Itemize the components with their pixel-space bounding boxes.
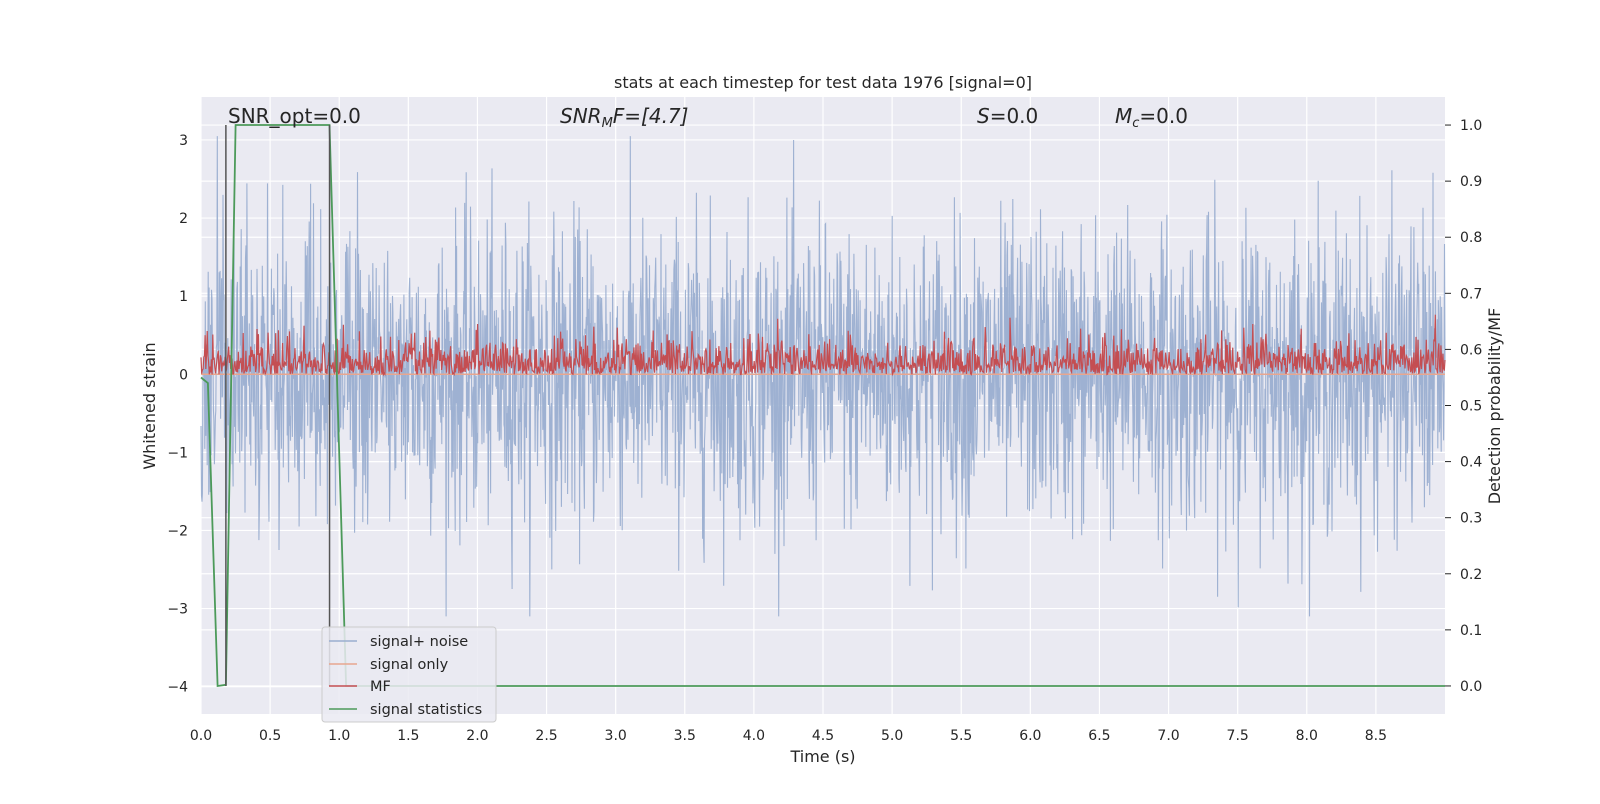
legend-box <box>321 626 497 723</box>
x-tick-label: 2.0 <box>466 728 488 744</box>
x-tick-label: 3.0 <box>605 728 627 744</box>
y-left-tick-label: −1 <box>167 445 188 461</box>
x-axis-label: Time (s) <box>789 747 855 766</box>
y-left-tick-label: 2 <box>179 211 188 227</box>
y-right-tick-label: 0.1 <box>1460 623 1482 639</box>
x-tick-labels: 0.0 0.5 1.0 1.5 2.0 2.5 3.0 3.5 4.0 4.5 5.0 5.5 6.0 6… <box>190 728 1387 744</box>
y-right-tick-label: 0.4 <box>1460 455 1482 471</box>
vertical-markers <box>225 125 331 686</box>
x-tick-label: 3.5 <box>674 728 696 744</box>
x-tick-label: 2.5 <box>535 728 557 744</box>
series-mf <box>200 314 1446 377</box>
y-left-tick-label: 1 <box>179 289 188 305</box>
y-left-tick-label: −2 <box>167 523 188 539</box>
chart-title: stats at each timestep for test data 197… <box>614 73 1032 92</box>
x-tick-label: 0.5 <box>259 728 281 744</box>
x-tick-label: 4.5 <box>812 728 834 744</box>
annotation-s-main: S <box>977 104 990 128</box>
x-tick-label: 0.0 <box>190 728 212 744</box>
x-tick-label: 5.0 <box>881 728 903 744</box>
y-left-axis-label: Whitened strain <box>140 342 159 469</box>
x-tick-label: 1.5 <box>397 728 419 744</box>
y-right-tick-label: 0.5 <box>1460 399 1482 415</box>
series-signal-noise <box>200 136 1446 617</box>
y-right-tick-label: 0.9 <box>1460 174 1482 190</box>
y-right-axis-label: Detection probability/MF <box>1485 308 1504 505</box>
x-tick-label: 7.5 <box>1227 728 1249 744</box>
y-right-tick-label: 0.0 <box>1460 679 1482 695</box>
annotation-s: S=0.0 <box>977 104 1038 128</box>
y-right-tick-label: 0.7 <box>1460 286 1482 302</box>
annotation-snr-mf: SNRMF=[4.7] <box>560 104 688 131</box>
annotation-snr-opt: SNR_opt=0.0 <box>228 104 361 128</box>
annotation-mc-main: M <box>1115 104 1132 128</box>
x-tick-label: 6.0 <box>1019 728 1041 744</box>
legend-label-mf: MF <box>370 679 391 695</box>
x-tick-label: 7.0 <box>1157 728 1179 744</box>
annotation-mc: Mc=0.0 <box>1115 104 1188 131</box>
x-tick-label: 1.0 <box>328 728 350 744</box>
legend-label-signal-statistics: signal statistics <box>370 702 482 718</box>
y-left-tick-labels: 3 2 1 0 −1 −2 −3 −4 <box>167 133 188 696</box>
legend-label-signal-only: signal only <box>370 657 449 673</box>
legend-label-signal-noise: signal+ noise <box>370 634 468 650</box>
y-right-tick-label: 0.3 <box>1460 511 1482 527</box>
x-tick-label: 8.5 <box>1365 728 1387 744</box>
y-right-tick-label: 0.8 <box>1460 230 1482 246</box>
x-tick-label: 5.5 <box>950 728 972 744</box>
y-left-tick-label: −4 <box>167 680 188 696</box>
y-right-tick-label: 0.2 <box>1460 567 1482 583</box>
legend: signal+ noise signal only MF signal stat… <box>321 626 497 723</box>
y-left-tick-label: 0 <box>179 367 188 383</box>
annotation-mc-rest: =0.0 <box>1139 104 1188 128</box>
annotation-snr-mf-rest: F=[4.7] <box>613 104 689 128</box>
y-right-tick-label: 1.0 <box>1460 118 1482 134</box>
x-tick-label: 6.5 <box>1088 728 1110 744</box>
annotation-snr-mf-sub: M <box>602 116 613 131</box>
annotation-mc-sub: c <box>1132 116 1139 131</box>
y-right-tick-labels: 1.0 0.9 0.8 0.7 0.6 0.5 0.4 0.3 0.2 0.1 0.0 <box>1445 118 1482 695</box>
x-tick-label: 8.0 <box>1296 728 1318 744</box>
annotation-snr-mf-main: SNR <box>560 104 602 128</box>
annotation-s-rest: =0.0 <box>990 104 1039 128</box>
y-right-tick-label: 0.6 <box>1460 342 1482 358</box>
y-left-tick-label: −3 <box>167 602 188 618</box>
x-tick-label: 4.0 <box>743 728 765 744</box>
y-left-tick-label: 3 <box>179 133 188 149</box>
